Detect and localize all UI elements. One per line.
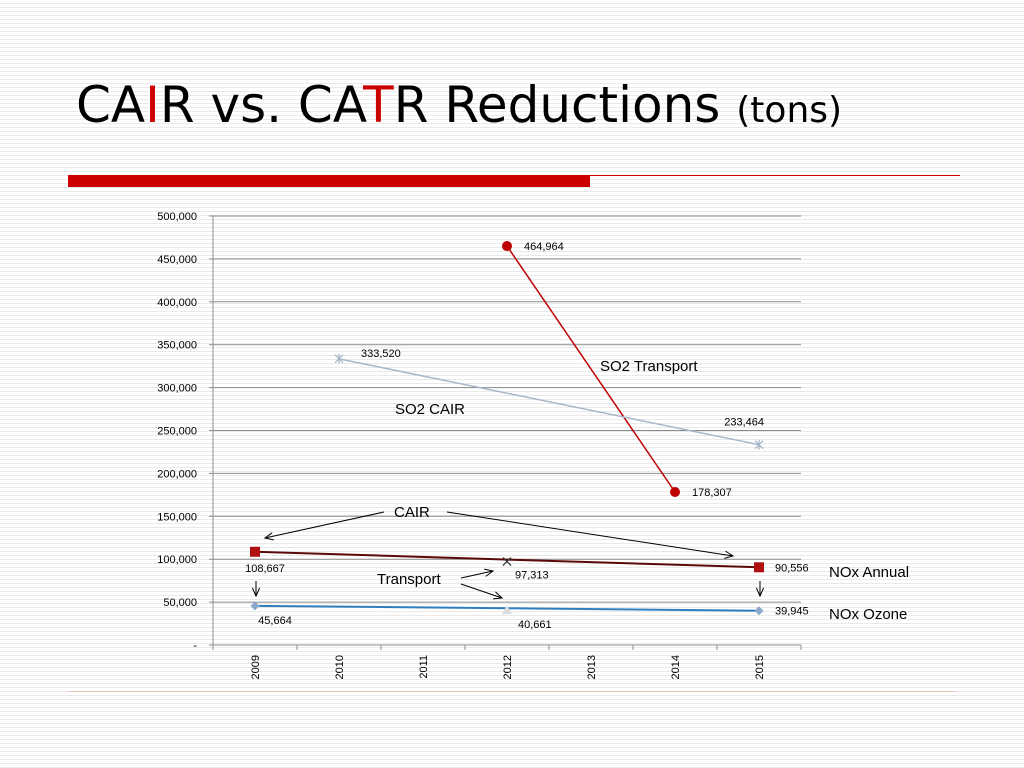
title-highlight-i: I — [145, 76, 160, 134]
series-line-so2-transport — [506, 245, 676, 493]
arrow-down-2015-head — [755, 587, 765, 598]
y-tick-label: 400,000 — [157, 297, 197, 309]
title-underline-thin — [590, 175, 960, 176]
y-tick-label: 500,000 — [157, 211, 197, 223]
data-label: 233,464 — [724, 417, 764, 429]
series-name-nox-ozone: NOx Ozone — [829, 606, 907, 623]
annotation-cair: CAIR — [394, 504, 430, 521]
y-tick-label: 300,000 — [157, 383, 197, 395]
data-label: 39,945 — [775, 606, 809, 618]
arrow-down-2009-head — [251, 587, 261, 598]
series-name-so2-cair: SO2 CAIR — [395, 401, 465, 418]
x-tick-label: 2015 — [754, 655, 766, 679]
y-tick-label: 250,000 — [157, 426, 197, 438]
y-tick-label: 350,000 — [157, 340, 197, 352]
arrow-transport-up-head — [484, 568, 495, 577]
data-point-so2-cair-2010 — [334, 353, 344, 364]
data-label: 97,313 — [515, 570, 549, 582]
annotation-transport: Transport — [377, 571, 441, 588]
data-point-nox-ozone-cair-2015 — [754, 606, 764, 616]
arrow-cair-right — [446, 511, 734, 557]
data-point-nox-annual-cair-2009 — [250, 546, 260, 557]
y-tick-label: 150,000 — [157, 511, 197, 523]
data-point-nox-ozone-transport-2012 — [502, 605, 512, 615]
arrow-transport-down-head — [492, 591, 504, 600]
title-highlight-t: T — [363, 76, 394, 134]
arrow-cair-left — [264, 511, 385, 539]
arrow-transport-up — [460, 570, 494, 579]
series-line-so2-cair — [338, 358, 760, 446]
data-point-so2-transport-2012 — [502, 241, 512, 252]
data-label: 464,964 — [524, 241, 564, 253]
data-point-so2-cair-2015 — [754, 439, 764, 450]
data-point-nox-ozone-cair-2009 — [250, 601, 260, 611]
data-point-so2-transport-2014 — [670, 487, 680, 498]
data-point-nox-annual-cair-2015 — [754, 562, 764, 573]
page-title: CAIR vs. CATR Reductions (tons) — [76, 76, 843, 134]
y-tick-label: 50,000 — [163, 597, 197, 609]
x-tick-label: 2014 — [670, 655, 682, 679]
data-label: 45,664 — [258, 615, 292, 627]
x-tick-label: 2011 — [418, 655, 430, 679]
series-line-nox-annual-cair — [254, 550, 760, 569]
y-tick-label: 200,000 — [157, 468, 197, 480]
title-underline-thick — [68, 175, 590, 187]
data-label: 333,520 — [361, 348, 401, 360]
data-label: 178,307 — [692, 487, 732, 499]
y-tick-label: 100,000 — [157, 554, 197, 566]
data-label: 108,667 — [245, 563, 285, 575]
arrow-cair-left-head — [263, 532, 274, 541]
series-name-nox-annual: NOx Annual — [829, 564, 909, 581]
series-name-so2-transport: SO2 Transport — [600, 358, 698, 375]
y-tick-label: - — [193, 640, 197, 652]
x-tick-label: 2009 — [250, 655, 262, 679]
x-tick-label: 2010 — [334, 655, 346, 679]
data-label: 40,661 — [518, 619, 552, 631]
arrow-cair-right-head — [724, 550, 735, 559]
footer-rule — [68, 691, 956, 692]
x-tick-label: 2012 — [502, 655, 514, 679]
arrow-transport-down — [460, 583, 503, 599]
data-label: 90,556 — [775, 562, 809, 574]
data-point-nox-annual-transport-2012 — [502, 557, 512, 566]
x-tick-label: 2013 — [586, 655, 598, 679]
title-unit: (tons) — [736, 90, 843, 131]
y-tick-label: 450,000 — [157, 254, 197, 266]
